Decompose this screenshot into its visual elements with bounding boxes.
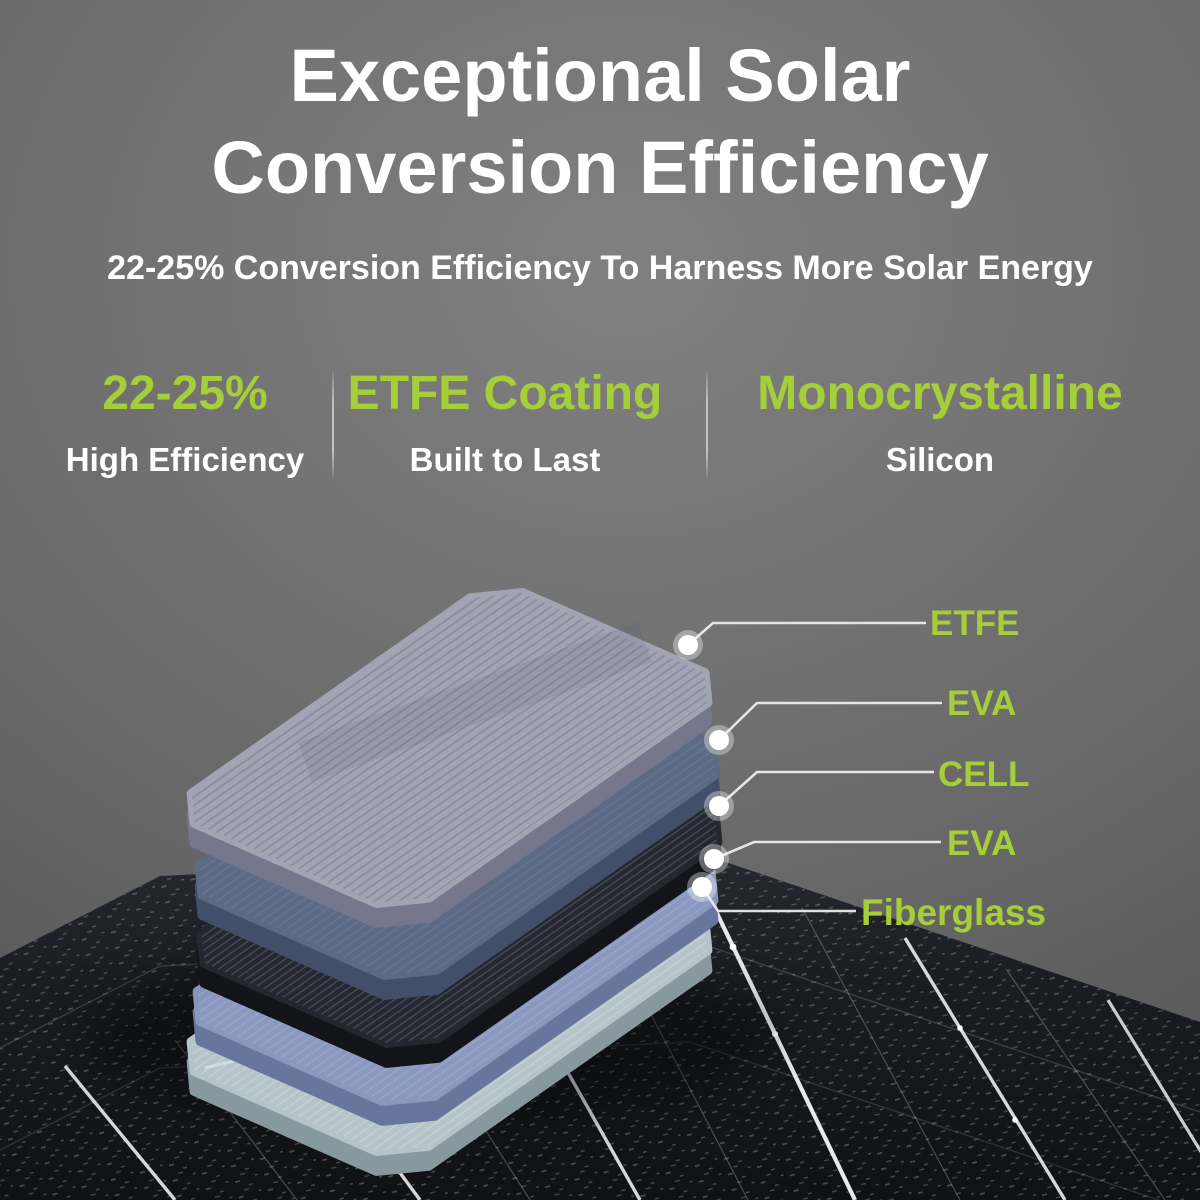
page-title-line2: Conversion Efficiency [211,126,989,209]
page-title-line1: Exceptional Solar [289,34,911,117]
callout-line-cell [718,770,934,807]
callout-dot-eva-bottom [699,844,729,874]
layer-label-cell: CELL [938,755,1030,794]
layer-callout-lines [687,621,942,913]
feature-label: Silicon [885,441,995,478]
callout-dot-cell [704,791,734,821]
feature-value: Monocrystalline [757,367,1123,420]
feature-divider [706,372,708,478]
callout-dot-fiberglass [687,872,717,902]
feature-value: ETFE Coating [347,367,663,420]
layer-label-eva-bottom: EVA [947,824,1017,863]
feature-label: High Efficiency [65,441,305,478]
feature-label: Built to Last [409,441,601,478]
feature-high-efficiency: 22-25% High Efficiency [60,368,310,480]
layer-etfe-face [192,593,708,923]
feature-value: 22-25% [102,367,268,420]
layer-label-eva-top: EVA [947,684,1017,723]
layer-stack [192,593,718,1171]
callout-line-eva-bottom [713,840,941,861]
layer-label-etfe: ETFE [930,604,1020,643]
feature-divider [332,372,334,478]
feature-etfe-coating: ETFE Coating Built to Last [345,368,665,480]
page-subtitle: 22-25% Conversion Efficiency To Harness … [107,249,1093,287]
callout-line-etfe [687,621,926,646]
callout-dot-etfe [673,630,703,660]
callout-line-eva-top [718,701,942,741]
page-title: Exceptional Solar Conversion Efficiency [0,30,1200,214]
callout-dot-eva-top [704,725,734,755]
layer-label-fiberglass: Fiberglass [861,892,1047,933]
layer-callout-dots [673,630,734,902]
feature-monocrystalline: Monocrystalline Silicon [730,368,1150,480]
